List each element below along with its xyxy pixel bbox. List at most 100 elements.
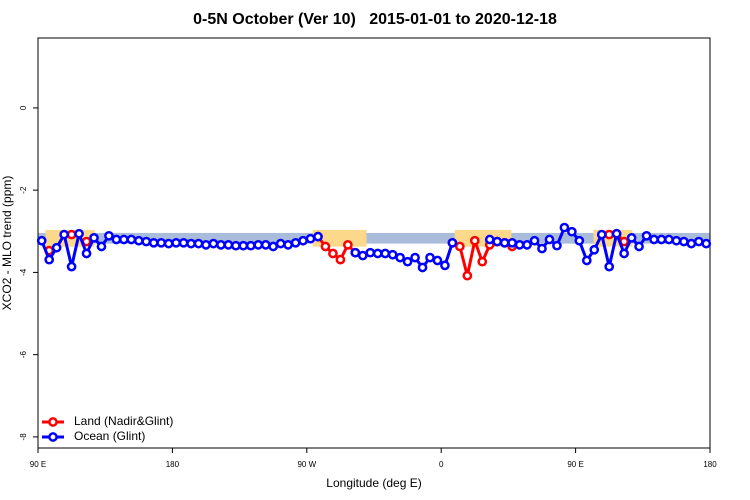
y-axis-label: XCO2 - MLO trend (ppm) <box>0 176 14 311</box>
point <box>634 241 644 252</box>
point <box>664 234 674 245</box>
point <box>193 238 204 249</box>
point <box>432 255 443 266</box>
chart-title: 0-5N October (Ver 10) 2015-01-01 to 2020… <box>193 11 557 28</box>
point <box>649 234 659 245</box>
point <box>417 262 428 273</box>
point <box>552 240 562 251</box>
point <box>238 240 249 251</box>
point <box>96 241 107 252</box>
point <box>544 234 555 245</box>
point <box>208 238 219 249</box>
point <box>126 234 137 245</box>
point <box>148 237 159 248</box>
point <box>604 261 615 272</box>
point <box>611 228 622 239</box>
point <box>425 252 435 263</box>
point <box>111 234 122 245</box>
point <box>507 237 517 248</box>
point <box>320 241 331 252</box>
point <box>589 244 600 255</box>
point <box>402 256 413 267</box>
point <box>328 248 338 259</box>
point <box>51 242 62 253</box>
point <box>492 236 503 247</box>
x-tick-label: 90 E <box>30 460 46 469</box>
point <box>44 254 55 265</box>
x-axis-label: Longitude (deg E) <box>326 476 421 490</box>
point <box>350 247 361 258</box>
x-tick-label: 0 <box>439 460 444 469</box>
point <box>372 248 383 259</box>
point <box>335 254 346 265</box>
point <box>178 237 189 248</box>
x-tick-label: 90 W <box>297 460 316 469</box>
point <box>484 234 495 245</box>
point <box>559 222 570 233</box>
point <box>231 240 241 251</box>
x-tick-label: 180 <box>166 460 180 469</box>
legend-label: Ocean (Glint) <box>74 429 145 443</box>
point <box>440 260 450 271</box>
point <box>701 238 712 249</box>
point <box>298 235 308 246</box>
point <box>171 237 181 248</box>
point <box>626 233 637 243</box>
y-tick-label: -6 <box>19 351 28 359</box>
point <box>268 241 279 252</box>
point <box>119 234 129 245</box>
point <box>305 233 316 244</box>
legend-marker <box>48 417 58 427</box>
point <box>596 229 607 240</box>
point <box>89 233 99 243</box>
point <box>522 240 532 250</box>
point <box>537 243 547 254</box>
point <box>59 229 69 240</box>
point <box>66 261 77 272</box>
point <box>529 235 540 246</box>
legend-marker <box>48 432 58 442</box>
point <box>141 236 152 247</box>
point <box>499 237 510 248</box>
point <box>283 240 293 250</box>
y-tick-label: 0 <box>19 105 28 110</box>
point <box>253 240 264 250</box>
point <box>201 240 211 250</box>
point <box>156 237 167 248</box>
point <box>66 229 77 240</box>
point <box>365 247 376 258</box>
point <box>290 237 301 248</box>
point <box>477 256 488 267</box>
y-tick-label: -4 <box>19 268 28 276</box>
legend-label: Land (Nadir&Glint) <box>74 414 173 428</box>
point <box>74 228 84 239</box>
point <box>469 235 480 246</box>
point <box>693 236 704 247</box>
point <box>641 230 652 241</box>
point <box>81 248 92 259</box>
y-tick-label: -8 <box>19 433 28 441</box>
point <box>313 231 323 242</box>
point <box>410 252 420 263</box>
point <box>455 241 465 252</box>
point <box>567 226 577 237</box>
point <box>671 235 682 246</box>
point <box>574 235 585 246</box>
point <box>447 237 458 248</box>
point <box>604 229 615 240</box>
point <box>679 236 689 247</box>
point <box>260 240 271 250</box>
point <box>380 248 391 259</box>
point <box>387 249 398 260</box>
point <box>686 238 697 249</box>
point <box>163 238 174 249</box>
point <box>395 252 405 263</box>
point <box>514 240 525 250</box>
point <box>245 240 256 251</box>
point <box>36 235 47 246</box>
point <box>656 234 667 245</box>
point <box>581 255 592 266</box>
point <box>186 238 196 249</box>
point <box>133 235 144 246</box>
